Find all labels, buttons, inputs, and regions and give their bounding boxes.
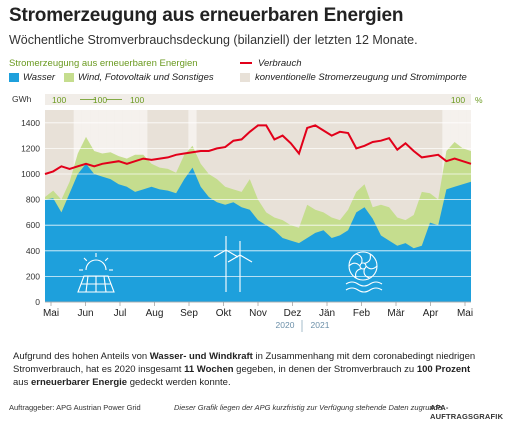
y-tick-label: 800 xyxy=(26,195,40,205)
month-label: Feb xyxy=(353,308,371,319)
month-label: Sep xyxy=(180,308,198,319)
month-label: Mai xyxy=(43,308,59,319)
y-tick-label: 1200 xyxy=(21,143,40,153)
month-label: Okt xyxy=(216,308,232,319)
explanatory-note: Aufgrund des hohen Anteils von Wasser- u… xyxy=(13,351,476,388)
legend-consumption-line xyxy=(240,62,252,64)
renewables-area-chart: 0 200 400 600 800 1000 1200 1400 GWh Mai Jun Jul Aug… xyxy=(12,94,483,332)
legend-group-label: Stromerzeugung aus erneuerbaren Energien xyxy=(9,58,198,69)
month-label: Nov xyxy=(249,308,267,319)
month-label: Jun xyxy=(77,308,93,319)
month-label: Mai xyxy=(457,308,473,319)
water-turbine-icon xyxy=(345,251,383,293)
page-title: Stromerzeugung aus erneuerbaren Energien xyxy=(9,5,404,26)
top-band-100-label: 100 xyxy=(52,95,66,105)
month-label: Jän xyxy=(319,308,335,319)
legend-water-label: Wasser xyxy=(23,72,56,83)
month-label: Apr xyxy=(423,308,439,319)
solar-icon xyxy=(77,253,115,293)
legend-consumption-label: Verbrauch xyxy=(258,58,302,69)
top-band-100-label: 100 xyxy=(451,95,465,105)
y-tick-label: 400 xyxy=(26,246,40,256)
year-label: 2020 xyxy=(276,320,295,330)
legend-wind-label: Wind, Fotovoltaik und Sonstiges xyxy=(78,72,214,83)
water-area xyxy=(45,163,471,302)
legend-water-swatch xyxy=(9,73,19,82)
month-label: Dez xyxy=(284,308,302,319)
top-band-100-label: 100 xyxy=(130,95,144,105)
footer-source: Auftraggeber: APG Austrian Power Grid xyxy=(9,403,141,412)
month-label: Jul xyxy=(114,308,127,319)
consumption-line xyxy=(44,124,472,175)
top-band-100-label: 100 xyxy=(93,95,107,105)
footer-disclaimer: Dieser Grafik liegen der APG kurzfristig… xyxy=(174,403,444,412)
y-tick-label: 600 xyxy=(26,220,40,230)
footer-credit: APA-AUFTRAGSGRAFIK xyxy=(430,403,504,421)
legend-conventional-label: konventionelle Stromerzeugung und Stromi… xyxy=(255,72,467,83)
y-tick-label: 200 xyxy=(26,271,40,281)
month-label: Aug xyxy=(146,308,164,319)
y-axis-label: GWh xyxy=(12,94,32,104)
y-tick-label: 0 xyxy=(35,297,40,307)
wind-turbine-icon xyxy=(213,236,253,292)
month-label: Mär xyxy=(387,308,405,319)
top-band-unit: % xyxy=(475,95,483,105)
y-tick-label: 1000 xyxy=(21,169,40,179)
page-subtitle: Wöchentliche Stromverbrauchsdeckung (bil… xyxy=(9,33,418,47)
legend-wind-swatch xyxy=(64,73,74,82)
top-band xyxy=(45,94,471,105)
legend-conventional-swatch xyxy=(240,73,250,82)
year-label: 2021 xyxy=(311,320,330,330)
y-tick-label: 1400 xyxy=(21,118,40,128)
